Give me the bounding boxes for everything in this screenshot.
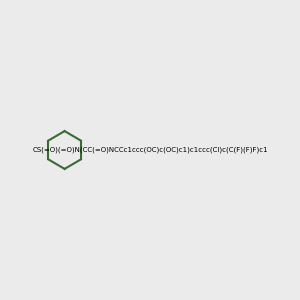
Text: CS(=O)(=O)N(CC(=O)NCCc1ccc(OC)c(OC)c1)c1ccc(Cl)c(C(F)(F)F)c1: CS(=O)(=O)N(CC(=O)NCCc1ccc(OC)c(OC)c1)c1… (32, 147, 268, 153)
